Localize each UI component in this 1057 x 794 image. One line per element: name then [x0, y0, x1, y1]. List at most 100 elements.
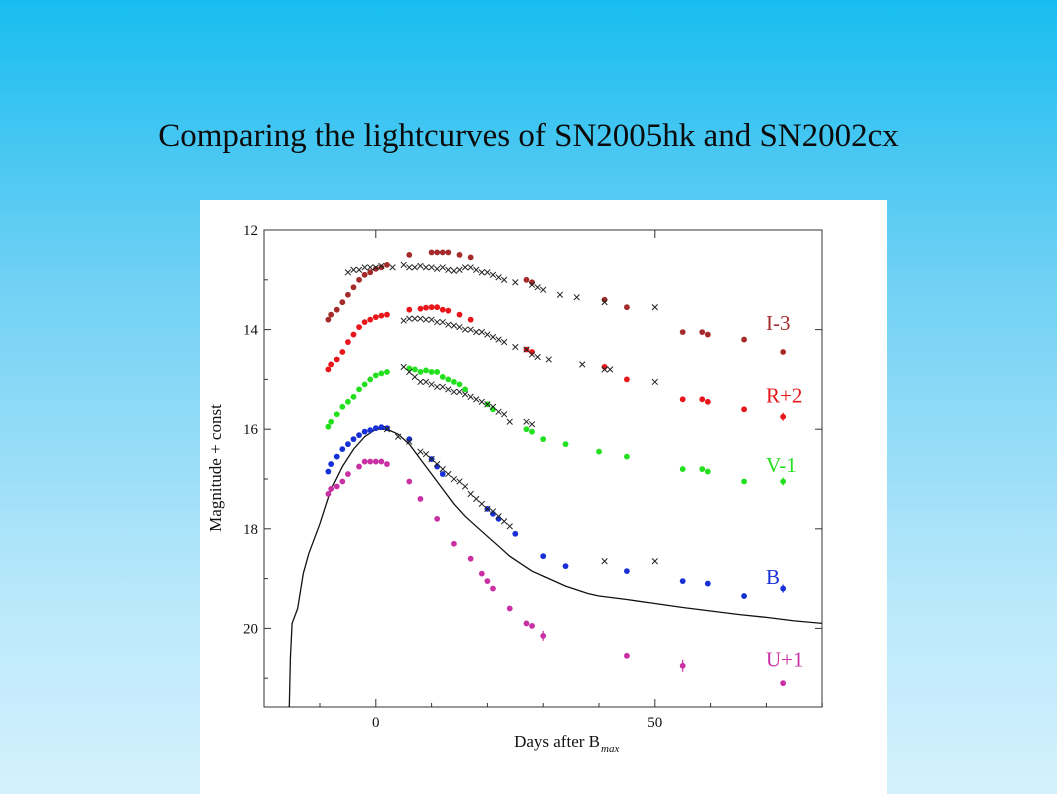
- point-sn2002cx: [367, 264, 374, 271]
- point-v-1: [439, 374, 446, 380]
- point-u-1: [417, 496, 424, 502]
- point-sn2002cx: [406, 438, 413, 445]
- point-sn2002cx: [456, 478, 463, 485]
- point-sn2002cx: [456, 388, 463, 396]
- point-i-3: [345, 291, 351, 298]
- point-sn2002cx: [512, 343, 519, 351]
- point-u-1: [356, 463, 362, 470]
- point-r-2: [467, 316, 474, 323]
- point-sn2002cx: [523, 418, 530, 425]
- point-sn2002cx: [523, 346, 530, 353]
- point-b: [350, 436, 357, 443]
- data-marks-layer: [325, 249, 787, 687]
- point-v-1: [451, 378, 457, 385]
- point-b: [439, 471, 446, 477]
- point-sn2002cx: [450, 267, 458, 274]
- point-sn2002cx: [489, 508, 497, 515]
- point-b: [328, 461, 335, 467]
- point-i-3: [699, 329, 706, 335]
- point-sn2002cx: [439, 318, 446, 326]
- point-sn2002cx: [434, 460, 441, 468]
- point-sn2002cx: [573, 294, 580, 301]
- point-u-1: [367, 458, 374, 465]
- point-i-3: [679, 329, 686, 335]
- point-sn2002cx: [489, 333, 497, 341]
- point-sn2002cx: [434, 383, 441, 391]
- point-b: [361, 428, 368, 435]
- point-r-2: [624, 376, 630, 383]
- point-i-3: [384, 261, 390, 268]
- point-sn2002cx: [428, 381, 435, 388]
- point-sn2002cx: [484, 269, 491, 276]
- point-r-2: [378, 312, 385, 319]
- point-i-3: [428, 249, 435, 256]
- point-i-3: [467, 254, 474, 261]
- point-r-2: [345, 339, 351, 345]
- point-i-3: [439, 249, 446, 256]
- point-sn2002cx: [467, 393, 474, 400]
- point-v-1: [367, 376, 374, 383]
- point-i-3: [406, 252, 413, 258]
- point-sn2002cx: [461, 326, 469, 333]
- point-i-3: [741, 336, 747, 343]
- point-b: [540, 553, 547, 560]
- point-sn2002cx: [484, 505, 491, 513]
- series-model-line: [288, 428, 823, 708]
- point-sn2002cx: [445, 470, 452, 478]
- point-sn2002cx: [428, 316, 435, 323]
- point-sn2002cx: [445, 321, 452, 328]
- point-r-2: [445, 307, 452, 314]
- point-sn2002cx: [478, 269, 485, 276]
- point-sn2002cx: [461, 483, 469, 490]
- point-i-3: [350, 284, 357, 291]
- point-v-1: [562, 441, 569, 448]
- point-v-1: [361, 381, 368, 388]
- point-v-1: [679, 466, 686, 472]
- point-r-2: [456, 311, 463, 318]
- y-tick-label: 18: [243, 522, 258, 538]
- point-r-2: [704, 398, 711, 405]
- point-sn2002cx: [450, 475, 458, 483]
- point-u-1: [478, 570, 485, 577]
- point-sn2002cx: [528, 421, 536, 428]
- point-r-2: [367, 316, 374, 323]
- point-sn2002cx: [445, 386, 452, 393]
- point-u-1: [780, 680, 787, 687]
- point-sn2002cx: [579, 361, 586, 368]
- point-r-2: [417, 305, 424, 312]
- point-sn2002cx: [411, 315, 419, 322]
- x-tick-label: 50: [647, 715, 662, 731]
- point-i-3: [704, 331, 711, 338]
- y-tick-label: 14: [243, 323, 259, 339]
- point-sn2002cx: [478, 500, 485, 508]
- point-sn2002cx: [428, 455, 435, 463]
- point-v-1: [350, 393, 357, 400]
- band-label-u-1: U+1: [766, 647, 804, 671]
- point-r-2: [350, 331, 357, 338]
- point-i-3: [339, 299, 346, 306]
- point-sn2002cx: [478, 328, 485, 336]
- point-u-1: [624, 652, 630, 659]
- point-u-1: [333, 483, 340, 490]
- point-i-3: [378, 264, 385, 271]
- point-sn2002cx: [434, 318, 441, 326]
- point-sn2002cx: [473, 495, 480, 503]
- x-axis-label: Days after B: [514, 732, 600, 751]
- point-sn2002cx: [478, 398, 485, 405]
- point-r-2: [356, 324, 362, 331]
- point-v-1: [699, 466, 706, 472]
- point-sn2002cx: [406, 368, 413, 376]
- point-b: [384, 425, 390, 432]
- band-label-i-3: I-3: [766, 311, 791, 335]
- point-sn2002cx: [450, 322, 458, 329]
- band-label-b: B: [766, 565, 780, 589]
- point-sn2002cx: [461, 391, 469, 398]
- point-sn2002cx: [506, 523, 513, 530]
- point-sn2002cx: [500, 338, 508, 346]
- point-sn2002cx: [422, 316, 430, 323]
- point-i-3: [328, 311, 335, 318]
- point-v-1: [325, 423, 332, 430]
- point-sn2002cx: [473, 266, 480, 273]
- point-b: [624, 568, 630, 575]
- point-u-1: [484, 578, 491, 584]
